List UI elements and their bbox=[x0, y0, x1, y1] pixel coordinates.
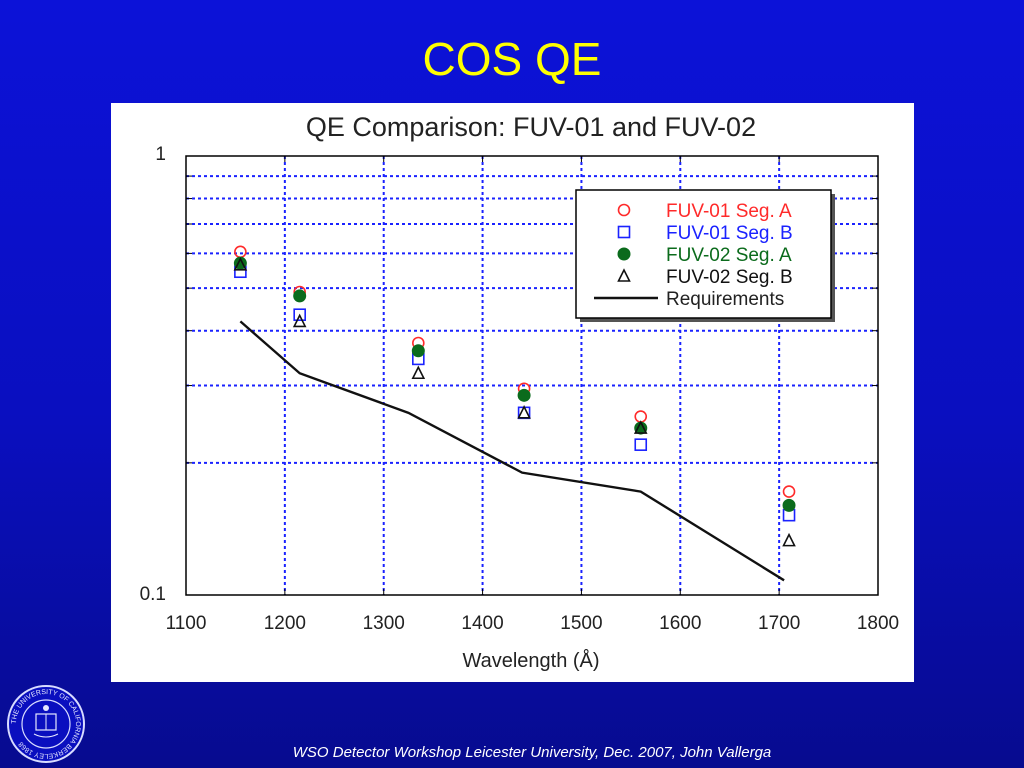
data-point bbox=[293, 289, 307, 303]
x-axis-label: Wavelength (Å) bbox=[462, 649, 599, 672]
x-tick-label: 1400 bbox=[461, 613, 503, 634]
data-markers bbox=[233, 245, 796, 547]
axis-ticks: 1100 1200 1300 1400 1500 1600 1700 1800 1 0.1 bbox=[140, 144, 900, 634]
chart-title: QE Comparison: FUV-01 and FUV-02 bbox=[306, 112, 756, 142]
data-point bbox=[782, 485, 796, 498]
data-point bbox=[233, 257, 248, 271]
footer-text: WSO Detector Workshop Leicester Universi… bbox=[292, 744, 772, 761]
university-seal-logo: THE UNIVERSITY OF CALIFORNIA BERKELEY 18… bbox=[7, 685, 85, 763]
x-tick-label: 1800 bbox=[857, 613, 899, 634]
chart-panel: QE Comparison: FUV-01 and FUV-02 1100 120… bbox=[111, 103, 914, 682]
data-point bbox=[782, 532, 796, 547]
slide-title: COS QE bbox=[422, 33, 602, 85]
x-tick-label: 1300 bbox=[363, 613, 405, 634]
legend-marker bbox=[617, 247, 631, 261]
data-point bbox=[292, 313, 307, 328]
data-point bbox=[634, 438, 648, 451]
plot-frame bbox=[185, 155, 879, 596]
legend-marker bbox=[617, 225, 631, 239]
y-tick-label: 1 bbox=[155, 144, 166, 165]
requirements-series-line bbox=[239, 320, 785, 582]
legend-label: Requirements bbox=[666, 289, 784, 310]
legend-marker bbox=[617, 268, 631, 282]
requirements-line bbox=[239, 320, 785, 582]
x-tick-label: 1200 bbox=[264, 613, 306, 634]
data-point bbox=[411, 344, 425, 358]
x-tick-label: 1700 bbox=[758, 613, 800, 634]
x-tick-label: 1100 bbox=[166, 613, 207, 634]
data-point bbox=[517, 405, 531, 419]
legend-marker bbox=[617, 203, 631, 217]
y-tick-label: 0.1 bbox=[140, 584, 166, 605]
legend-label: FUV-01 Seg. A bbox=[666, 201, 792, 222]
data-point bbox=[782, 498, 796, 512]
legend-label: FUV-01 Seg. B bbox=[666, 223, 793, 244]
legend-label: FUV-02 Seg. B bbox=[666, 267, 793, 288]
x-tick-label: 1600 bbox=[659, 613, 701, 634]
x-tick-label: 1500 bbox=[560, 613, 602, 634]
data-point bbox=[293, 308, 306, 322]
data-point bbox=[633, 420, 648, 434]
data-point bbox=[517, 388, 531, 402]
legend-label: FUV-02 Seg. A bbox=[666, 245, 792, 266]
data-point bbox=[411, 365, 426, 380]
qe-chart: QE Comparison: FUV-01 and FUV-02 1100 120… bbox=[140, 112, 900, 672]
data-point bbox=[234, 245, 247, 259]
